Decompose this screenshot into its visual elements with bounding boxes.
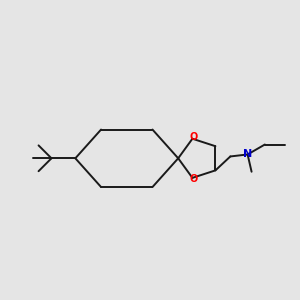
Text: N: N xyxy=(243,149,252,160)
Text: O: O xyxy=(190,132,198,142)
Text: O: O xyxy=(190,174,198,184)
